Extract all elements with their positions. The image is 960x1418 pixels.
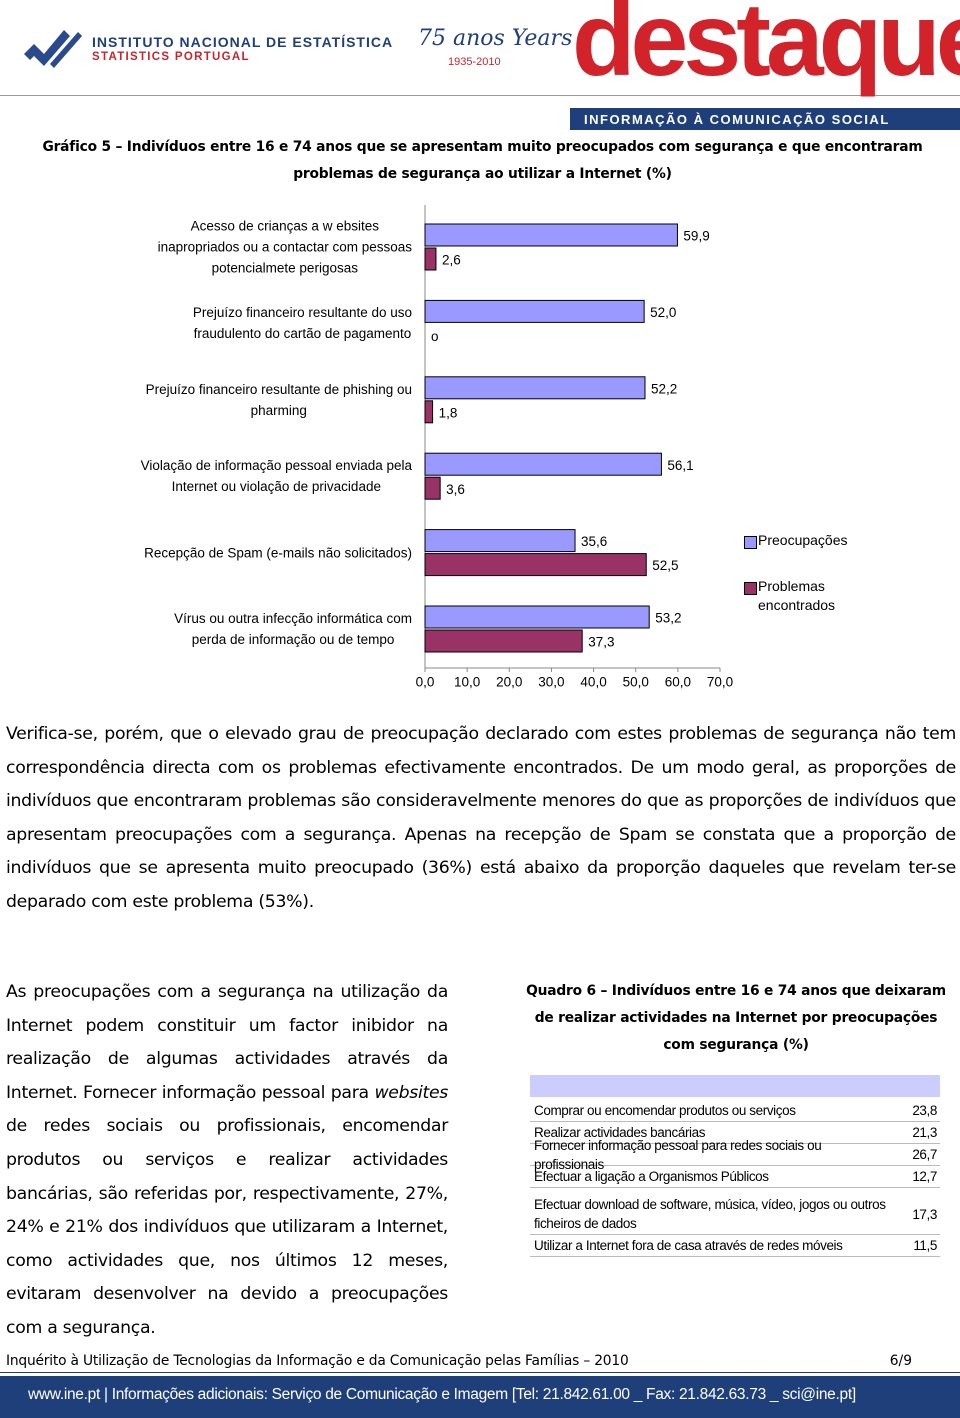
category-label: Violação de informação pessoal enviada p… bbox=[140, 458, 412, 495]
value-label: 2,6 bbox=[442, 253, 461, 268]
table-title: Quadro 6 – Indivíduos entre 16 e 74 anos… bbox=[526, 983, 946, 1053]
table-cell: Comprar ou encomendar produtos ou serviç… bbox=[534, 1103, 796, 1118]
category-label: Recepção de Spam (e-mails não solicitado… bbox=[144, 545, 412, 561]
table-cell: Realizar actividades bancárias bbox=[534, 1125, 706, 1140]
left-paragraph: As preocupações com a segurança na utili… bbox=[6, 976, 448, 1346]
x-tick-label: 40,0 bbox=[580, 675, 606, 690]
value-label: 3,6 bbox=[446, 482, 465, 497]
table-row: Efectuar download de software, música, v… bbox=[530, 1194, 940, 1235]
bar bbox=[424, 299, 645, 323]
bar bbox=[424, 553, 647, 577]
chart-title: Gráfico 5 – Indivíduos entre 16 e 74 ano… bbox=[42, 139, 923, 182]
institute-name-en: STATISTICS PORTUGAL bbox=[92, 51, 250, 63]
value-label: 52,0 bbox=[650, 305, 676, 320]
header-rule bbox=[0, 95, 960, 96]
table-row: Utilizar a Internet fora de casa através… bbox=[530, 1235, 940, 1257]
legend-swatch bbox=[744, 536, 757, 549]
body-paragraph: Verifica-se, porém, que o elevado grau d… bbox=[6, 724, 956, 912]
x-tick-label: 0,0 bbox=[416, 675, 435, 690]
table-cell: 11,5 bbox=[913, 1238, 937, 1253]
tagline-band bbox=[570, 108, 960, 130]
bar bbox=[424, 629, 583, 653]
bar bbox=[424, 476, 441, 500]
category-label: Prejuízo financeiro resultante do uso fr… bbox=[192, 305, 412, 342]
text-run: de redes sociais ou profissionais, encom… bbox=[6, 1116, 448, 1338]
footer-contact: www.ine.pt | Informações adicionais: Ser… bbox=[28, 1386, 856, 1403]
footer-band bbox=[0, 1376, 960, 1418]
table-cell: Utilizar a Internet fora de casa através… bbox=[534, 1238, 843, 1253]
table-row: Comprar ou encomendar produtos ou serviç… bbox=[530, 1100, 940, 1122]
x-tick-label: 30,0 bbox=[538, 675, 564, 690]
bar bbox=[424, 605, 650, 629]
value-label: 52,5 bbox=[652, 558, 678, 573]
value-label: 37,3 bbox=[588, 635, 614, 650]
table-cell: 17,3 bbox=[912, 1206, 937, 1222]
anniversary: 75 anos Years bbox=[418, 26, 573, 51]
chart: 0,0 10,0 20,0 30,0 40,0 50,0 60,0 70,0 59,9 2,6 52… bbox=[416, 205, 733, 690]
table-cell: Efectuar a ligação a Organismos Públicos bbox=[534, 1169, 769, 1184]
table-cell: 12,7 bbox=[912, 1169, 937, 1184]
legend-label: Preocupações bbox=[758, 532, 848, 548]
text-run: websites bbox=[374, 1082, 448, 1103]
value-label: 1,8 bbox=[439, 405, 458, 420]
bar bbox=[424, 223, 678, 247]
value-label: 35,6 bbox=[581, 534, 607, 549]
value-label: 59,9 bbox=[683, 229, 709, 244]
x-tick-label: 20,0 bbox=[496, 675, 522, 690]
x-tick-label: 70,0 bbox=[707, 675, 733, 690]
table-cell: 21,3 bbox=[912, 1125, 937, 1140]
value-label: o bbox=[431, 329, 439, 344]
bar bbox=[424, 247, 437, 271]
x-tick-label: 60,0 bbox=[665, 675, 691, 690]
table-cell: 26,7 bbox=[912, 1147, 937, 1162]
brand: destaque bbox=[572, 0, 960, 98]
category-label: Prejuízo financeiro resultante de phishi… bbox=[145, 381, 412, 418]
anniversary-years: 1935-2010 bbox=[448, 56, 501, 68]
x-tick-label: 10,0 bbox=[454, 675, 480, 690]
ine-logo-icon bbox=[24, 30, 82, 68]
institute-name: INSTITUTO NACIONAL DE ESTATÍSTICA bbox=[92, 34, 394, 50]
footer-rule bbox=[0, 1372, 960, 1373]
value-label: 52,2 bbox=[651, 381, 677, 396]
tagline: INFORMAÇÃO À COMUNICAÇÃO SOCIAL bbox=[584, 112, 890, 127]
legend-swatch bbox=[744, 582, 757, 595]
category-label: Vírus ou outra infecção informática com … bbox=[174, 611, 412, 647]
table-cell: 23,8 bbox=[912, 1103, 937, 1118]
bar bbox=[424, 452, 662, 476]
value-label: 56,1 bbox=[667, 458, 693, 473]
table-row: Efectuar a ligação a Organismos Públicos… bbox=[530, 1166, 940, 1188]
page-number: 6/9 bbox=[889, 1353, 912, 1369]
table-row: Fornecer informação pessoal para redes s… bbox=[530, 1138, 940, 1172]
value-label: 53,2 bbox=[655, 611, 681, 626]
category-label: Acesso de crianças a w ebsites inapropri… bbox=[157, 218, 412, 276]
footer-note: Inquérito à Utilização de Tecnologias da… bbox=[6, 1353, 629, 1369]
bar bbox=[424, 376, 646, 400]
x-tick-label: 50,0 bbox=[623, 675, 649, 690]
text-run: As preocupações com a segurança na utili… bbox=[6, 982, 448, 1103]
table-row: Realizar actividades bancárias 21,3 bbox=[530, 1122, 940, 1144]
bar bbox=[424, 400, 434, 424]
legend-label: Problemas encontrados bbox=[758, 578, 836, 613]
table-cell: Efectuar download de software, música, v… bbox=[534, 1197, 886, 1231]
bar bbox=[424, 529, 576, 553]
table-header bbox=[530, 1075, 940, 1097]
table-cell: Fornecer informação pessoal para redes s… bbox=[534, 1137, 822, 1172]
